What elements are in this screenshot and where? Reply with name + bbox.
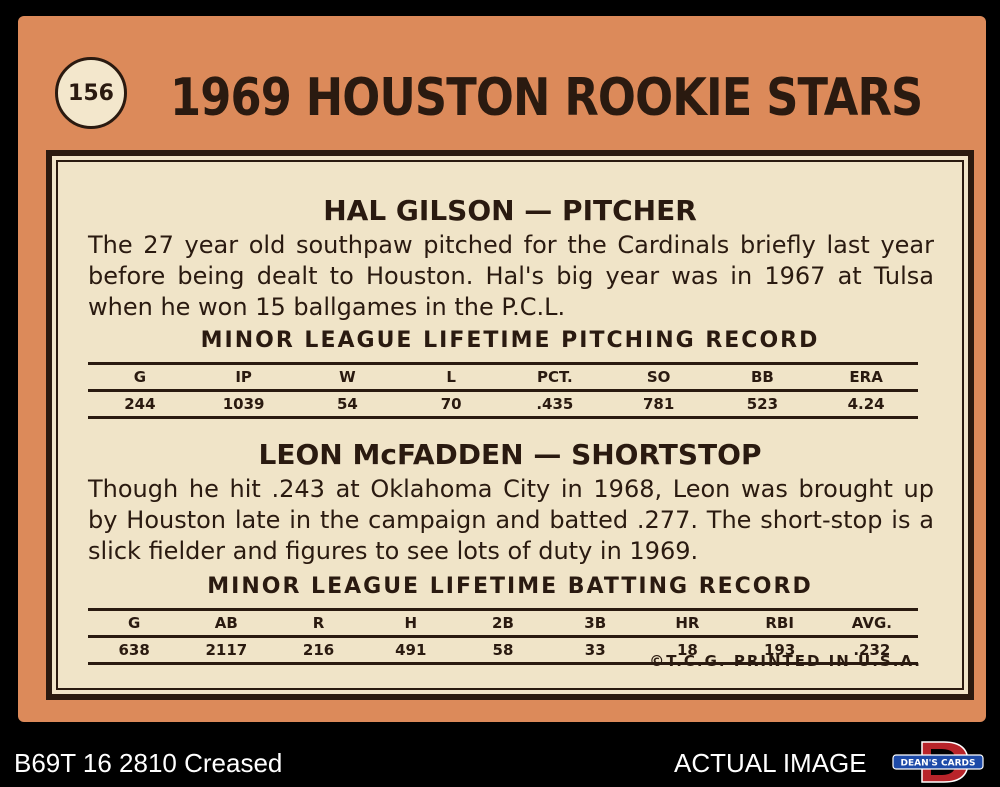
stat-value: 1039 bbox=[222, 395, 265, 413]
panel-content: HAL GILSON — PITCHER The 27 year old sou… bbox=[52, 156, 968, 694]
stat-header: W bbox=[339, 368, 356, 386]
panel-inner-border bbox=[56, 160, 964, 690]
card-number: 156 bbox=[68, 80, 114, 106]
stat-value: 193 bbox=[763, 641, 796, 659]
stat-header: HR bbox=[675, 614, 700, 632]
player1-bio: The 27 year old southpaw pitched for the… bbox=[88, 231, 934, 321]
batting-record-table: G AB R H 2B 3B HR RBI AVG. 638 2117 bbox=[88, 608, 918, 665]
baseball-card: 156 1969 HOUSTON ROOKIE STARS HAL GILSON… bbox=[18, 16, 986, 722]
stat-value: 638 bbox=[118, 641, 150, 659]
stat-value: 491 bbox=[395, 641, 427, 659]
deans-cards-logo-icon: DEAN'S CARDS bbox=[892, 741, 984, 783]
stat-value: 18 bbox=[676, 641, 698, 659]
stat-header: G bbox=[133, 368, 147, 386]
stat-value: 523 bbox=[746, 395, 779, 413]
pitching-record-table: G IP W L PCT. SO BB ERA 244 1039 54 bbox=[88, 362, 918, 419]
stat-header: AVG. bbox=[851, 614, 892, 632]
stat-value: 781 bbox=[642, 395, 675, 413]
card-info-panel: HAL GILSON — PITCHER The 27 year old sou… bbox=[46, 150, 974, 700]
stat-value: 4.24 bbox=[847, 395, 885, 413]
stat-value: 244 bbox=[124, 395, 156, 413]
stat-value: .435 bbox=[536, 395, 574, 413]
player1-heading: HAL GILSON — PITCHER bbox=[323, 194, 697, 227]
stat-header: AB bbox=[214, 614, 238, 632]
stat-value: .232 bbox=[853, 641, 891, 659]
stat-value: 58 bbox=[492, 641, 514, 659]
stat-header: R bbox=[312, 614, 325, 632]
stat-header: IP bbox=[235, 368, 252, 386]
player2-bio: Though he hit .243 at Oklahoma City in 1… bbox=[88, 475, 934, 565]
player2-record-title: MINOR LEAGUE LIFETIME BATTING RECORD bbox=[207, 574, 813, 599]
stat-header: BB bbox=[750, 368, 774, 386]
stat-header: ERA bbox=[849, 368, 883, 386]
stat-value: 216 bbox=[302, 641, 335, 659]
table-row: 638 2117 216 491 58 33 18 193 .232 bbox=[88, 637, 918, 664]
stat-header: RBI bbox=[765, 614, 794, 632]
card-title: 1969 HOUSTON ROOKIE STARS bbox=[170, 68, 923, 128]
stat-header: 2B bbox=[492, 614, 514, 632]
logo-text: DEAN'S CARDS bbox=[901, 759, 976, 769]
stat-value: 33 bbox=[584, 641, 606, 659]
table-header-row: G IP W L PCT. SO BB ERA bbox=[88, 363, 918, 391]
stat-header: 3B bbox=[584, 614, 607, 632]
player1-record-title: MINOR LEAGUE LIFETIME PITCHING RECORD bbox=[200, 328, 820, 353]
stat-value: 2117 bbox=[205, 641, 248, 659]
card-number-badge: 156 bbox=[55, 57, 127, 129]
stat-value: 70 bbox=[440, 395, 462, 413]
card-id-caption: B69T 16 2810 Creased bbox=[14, 748, 283, 778]
stat-header: PCT. bbox=[537, 368, 573, 386]
stat-header: SO bbox=[646, 368, 671, 386]
actual-image-caption: ACTUAL IMAGE bbox=[674, 748, 867, 778]
stat-value: 54 bbox=[336, 395, 358, 413]
stat-header: L bbox=[446, 368, 456, 386]
copyright-line: ©T.C.G. PRINTED IN U.S.A. bbox=[649, 652, 922, 670]
player2-heading: LEON McFADDEN — SHORTSTOP bbox=[258, 438, 762, 471]
stat-header: H bbox=[404, 614, 418, 632]
stat-header: G bbox=[127, 614, 141, 632]
table-row: 244 1039 54 70 .435 781 523 4.24 bbox=[88, 391, 918, 418]
table-header-row: G AB R H 2B 3B HR RBI AVG. bbox=[88, 609, 918, 637]
